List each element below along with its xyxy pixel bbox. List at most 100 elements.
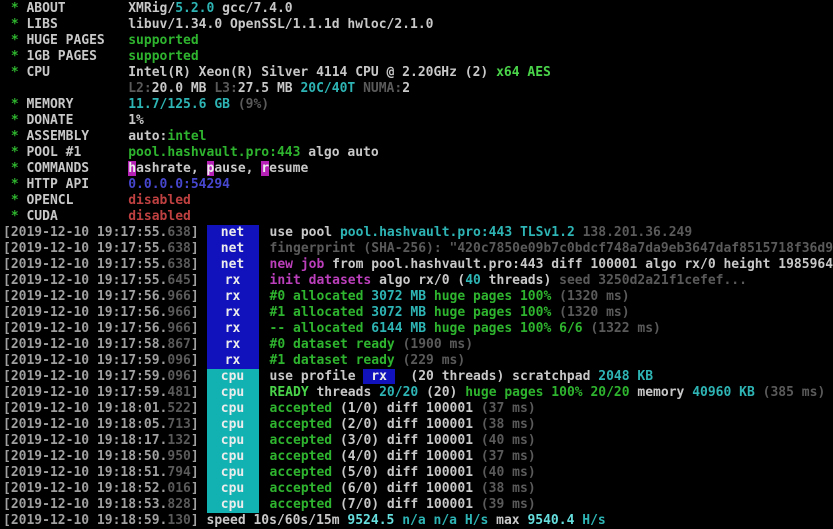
- log-text: (38 ms): [480, 417, 536, 432]
- log-timestamp: [2019-12-10 19:18:50.: [3, 449, 168, 464]
- log-text: (4/0) diff 100001: [339, 449, 481, 464]
- log-text: auto:: [128, 129, 168, 144]
- log-text: supported: [128, 33, 199, 48]
- log-text: 638: [167, 257, 191, 272]
- log-text: (229 ms): [402, 353, 466, 368]
- log-text: accepted: [269, 433, 340, 448]
- log-text: 27.5 MB: [237, 81, 301, 96]
- log-text: ashrate,: [136, 161, 207, 176]
- log-text: supported: [128, 49, 199, 64]
- log-text: CPU: [26, 65, 129, 80]
- log-text: (39 ms): [480, 497, 536, 512]
- log-channel-badge: cpu: [206, 465, 259, 481]
- log-timestamp: ]: [190, 353, 207, 368]
- log-text: 1GB PAGES: [26, 49, 129, 64]
- log-text: 3072 MB: [371, 289, 434, 304]
- terminal-line: * LIBS libuv/1.34.0 OpenSSL/1.1.1d hwloc…: [3, 17, 833, 33]
- log-text: (20): [418, 385, 466, 400]
- log-text: (1320 ms): [559, 289, 630, 304]
- log-text: 1%: [128, 113, 144, 128]
- terminal-line: * MEMORY 11.7/125.6 GB (9%): [3, 97, 833, 113]
- log-text: #1 allocated: [269, 305, 372, 320]
- log-text: x64 AES: [496, 65, 551, 80]
- log-channel-badge: rx: [206, 273, 259, 289]
- log-text: (2/0) diff 100001: [339, 417, 481, 432]
- log-channel-badge: cpu: [206, 497, 259, 513]
- log-timestamp: ]: [190, 497, 207, 512]
- log-text: *: [3, 177, 27, 192]
- log-text: 20C/40T: [300, 81, 364, 96]
- log-timestamp: [2019-12-10 19:17:56.: [3, 321, 168, 336]
- log-text: CUDA: [26, 209, 129, 224]
- log-text: 713: [167, 417, 191, 432]
- log-text: accepted: [269, 417, 340, 432]
- log-timestamp: [2019-12-10 19:18:17.: [3, 433, 168, 448]
- log-text: use profile: [269, 369, 364, 384]
- log-timestamp: ]: [190, 513, 207, 528]
- log-channel-badge: net: [206, 241, 259, 257]
- log-text: intel: [167, 129, 207, 144]
- terminal-line: [2019-12-10 19:17:58.867] rx #0 dataset r…: [3, 337, 833, 353]
- log-text: libuv/1.34.0 OpenSSL/1.1.1d hwloc/2.1.0: [128, 17, 434, 32]
- log-text: speed 10s/60s/15m: [206, 513, 348, 528]
- log-text: (385 ms): [762, 385, 826, 400]
- log-timestamp: ]: [190, 241, 207, 256]
- log-channel-badge: cpu: [206, 401, 259, 417]
- terminal-line: [2019-12-10 19:17:56.966] rx #0 allocated…: [3, 289, 833, 305]
- log-timestamp: [2019-12-10 19:17:56.: [3, 305, 168, 320]
- log-channel-badge: cpu: [206, 449, 259, 465]
- log-channel-badge: cpu: [206, 385, 259, 401]
- log-text: LIBS: [26, 17, 129, 32]
- log-timestamp: [2019-12-10 19:18:52.: [3, 481, 168, 496]
- log-timestamp: [2019-12-10 19:17:55.: [3, 241, 168, 256]
- log-text: 096: [167, 369, 191, 384]
- log-timestamp: ]: [190, 433, 207, 448]
- log-text: TLSv1.2: [519, 225, 583, 240]
- log-text: max: [496, 513, 528, 528]
- log-text: ABOUT: [26, 1, 129, 16]
- log-timestamp: ]: [190, 273, 207, 288]
- log-text: ASSEMBLY: [26, 129, 129, 144]
- log-text: #0 allocated: [269, 289, 372, 304]
- log-text: (7/0) diff 100001: [339, 497, 481, 512]
- terminal-line: [2019-12-10 19:17:59.096] cpu use profile…: [3, 369, 833, 385]
- log-text: *: [3, 209, 27, 224]
- log-text: 40: [465, 273, 481, 288]
- log-text: H/s: [464, 513, 497, 528]
- terminal-line: L2:20.0 MB L3:27.5 MB 20C/40T NUMA:2: [3, 81, 833, 97]
- log-text: 20.0 MB: [151, 81, 215, 96]
- log-text: n/a n/a: [402, 513, 465, 528]
- log-text: (38 ms): [480, 481, 536, 496]
- log-timestamp: ]: [190, 465, 207, 480]
- log-text: L3:: [214, 81, 238, 96]
- terminal-line: * DONATE 1%: [3, 113, 833, 129]
- log-timestamp: ]: [190, 257, 207, 272]
- log-text: (40 ms): [480, 433, 536, 448]
- log-text: 2048 KB: [598, 369, 654, 384]
- terminal-line: [2019-12-10 19:17:55.645] rx init dataset…: [3, 273, 833, 289]
- log-text: accepted: [269, 449, 340, 464]
- log-text: gcc/7.4.0: [214, 1, 293, 16]
- log-text: (3/0) diff 100001: [339, 433, 481, 448]
- log-text: *: [3, 113, 27, 128]
- terminal-line: * 1GB PAGES supported: [3, 49, 833, 65]
- log-channel-badge: net: [206, 257, 259, 273]
- log-text: *: [3, 161, 27, 176]
- log-text: HTTP API: [26, 177, 129, 192]
- log-timestamp: ]: [190, 225, 207, 240]
- terminal-line: [2019-12-10 19:17:55.638] net fingerprint…: [3, 241, 833, 257]
- log-text: [3, 81, 128, 96]
- log-text: 5.2.0: [175, 1, 215, 16]
- log-text: (1/0) diff 100001: [339, 401, 481, 416]
- log-text: pool.hashvault.pro:443: [128, 145, 301, 160]
- log-text: threads): [480, 273, 560, 288]
- log-text: (37 ms): [480, 401, 536, 416]
- log-channel-badge: net: [206, 225, 259, 241]
- log-text: XMRig/: [128, 1, 176, 16]
- log-text: 9540.4: [527, 513, 583, 528]
- log-text: *: [3, 65, 27, 80]
- log-channel-badge: cpu: [206, 433, 259, 449]
- terminal-line: [2019-12-10 19:17:55.638] net new job fro…: [3, 257, 833, 273]
- log-timestamp: ]: [190, 417, 207, 432]
